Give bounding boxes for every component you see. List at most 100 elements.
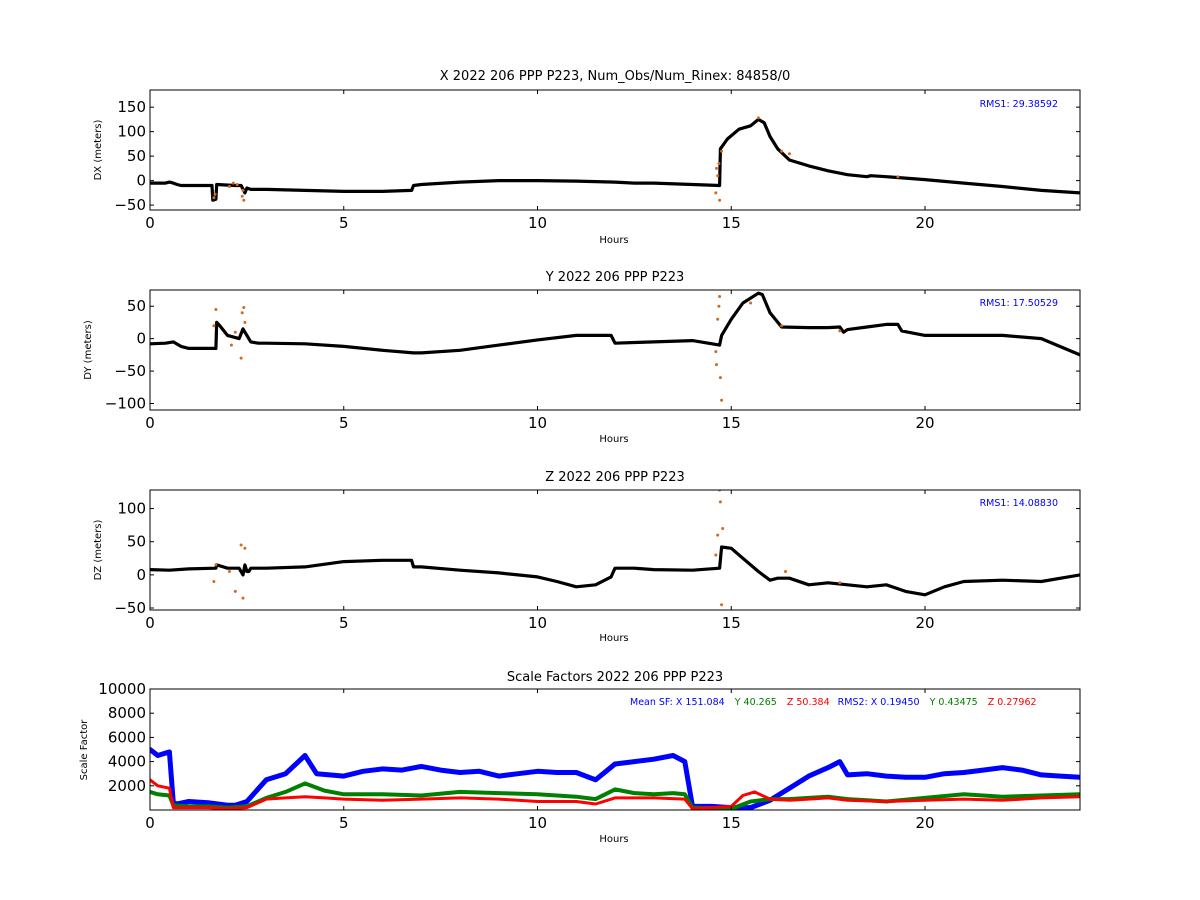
panel-dy-outlier-point <box>714 350 718 354</box>
sf-rms2-x: RMS2: X 0.19450 <box>838 697 920 708</box>
panel-dz-outlier-point <box>718 500 722 504</box>
panel-dx-ytick-label: 0 <box>136 172 146 190</box>
panel-dy-outlier-point <box>717 304 721 308</box>
sf-mean-y: Y 40.265 <box>734 697 777 708</box>
panel-dy-outlier-point <box>715 363 718 367</box>
panel-sf-frame <box>149 688 1081 811</box>
panel-dz-outlier-point <box>212 580 216 583</box>
panel-dy-outlier-point <box>242 306 246 309</box>
panel-dy-outlier-point <box>243 320 247 324</box>
panel-dx-outlier-point <box>242 198 246 202</box>
panel-sf-annotations: Mean SF: X 151.084 Y 40.265 Z 50.384 RMS… <box>630 697 1037 708</box>
panel-dy-outlier-point <box>718 295 722 298</box>
panel-sf-xtick-label: 20 <box>915 814 934 832</box>
sf-series-x <box>150 747 1080 810</box>
panel-sf-xtick-label: 15 <box>722 814 741 832</box>
panel-sf-ytick-label: 6000 <box>108 728 146 746</box>
panel-dx-rms: RMS1: 29.38592 <box>980 99 1058 110</box>
panel-dx-outlier-point <box>780 149 784 153</box>
panel-dy-xtick-label: 5 <box>339 414 349 432</box>
panel-dx-outlier-point <box>717 162 721 165</box>
panel-dx-ylabel: DX (meters) <box>93 119 104 180</box>
panel-dy-title: Y 2022 206 PPP P223 <box>545 270 685 285</box>
panel-dx-outlier-point <box>241 188 245 192</box>
panel-sf-xtick-label: 0 <box>145 814 155 832</box>
sf-rms2-z: Z 0.27962 <box>988 697 1037 708</box>
panel-dz-ytick-label: 100 <box>117 500 146 518</box>
panel-dy-outlier-point <box>233 330 237 334</box>
panel-sf-ylabel: Scale Factor <box>79 719 90 781</box>
panel-dx-xtick-label: 20 <box>915 214 934 232</box>
panel-sf-xtick-label: 5 <box>339 814 349 832</box>
panel-dx-outlier-point <box>718 198 722 202</box>
panel-dy-outlier-point <box>239 356 243 360</box>
panel-dz-xlabel: Hours <box>599 633 628 644</box>
panel-dz-ytick-label: −50 <box>114 599 146 617</box>
panel-dz-title: Z 2022 206 PPP P223 <box>545 470 685 485</box>
panel-dz-outlier-point <box>716 533 720 537</box>
panel-dy-outlier-point <box>749 301 753 305</box>
panel-scale-factors: Scale Factors 2022 206 PPP P223 0 5 10 15 20… <box>79 670 1081 845</box>
sf-mean-z: Z 50.384 <box>787 697 830 708</box>
panel-dx-xlabel: Hours <box>599 235 628 246</box>
panel-dy-outlier-point <box>780 324 784 328</box>
panel-dz-outlier-point <box>241 596 245 600</box>
panel-dy-outlier-point <box>214 308 218 311</box>
panel-sf-title: Scale Factors 2022 206 PPP P223 <box>507 670 723 685</box>
panel-dx-outlier-point <box>756 116 760 120</box>
panel-dy-xtick-label: 15 <box>722 414 741 432</box>
panel-dy-ylabel: DY (meters) <box>83 320 94 380</box>
panel-dy-ytick-label: −50 <box>114 362 146 380</box>
panel-dz-xtick-label: 15 <box>722 614 741 632</box>
panel-dy-outlier-point <box>718 376 722 380</box>
panel-dy: Y 2022 206 PPP P223 0 5 10 15 20 −100 −50 0 50 R… <box>83 270 1081 445</box>
panel-dz-outlier-point <box>721 527 725 530</box>
panel-dx-outlier-point <box>787 152 791 156</box>
panel-dx-outlier-point <box>235 183 239 186</box>
panel-dy-ytick-label: 50 <box>127 297 146 315</box>
panel-dy-xlabel: Hours <box>599 434 628 445</box>
panel-dz-outlier-point <box>233 589 237 593</box>
panel-dy-outlier-point <box>240 311 244 315</box>
panel-dx-xtick-label: 15 <box>722 214 741 232</box>
panel-dx-outlier-point <box>227 185 231 188</box>
panel-sf-ytick-label: 4000 <box>108 753 146 771</box>
panel-dz-series-line <box>150 545 1080 597</box>
panel-sf-xtick-label: 10 <box>528 814 547 832</box>
panel-dz-xtick-label: 10 <box>528 614 547 632</box>
panel-dz-outlier-point <box>214 563 218 567</box>
sf-series-z <box>150 778 1080 810</box>
panel-dy-rms: RMS1: 17.50529 <box>980 298 1058 309</box>
panel-dx-ytick-label: 100 <box>117 123 146 141</box>
panel-dy-frame <box>149 289 1081 411</box>
panel-dx-ytick-label: 150 <box>117 98 146 116</box>
panel-dz-xtick-label: 0 <box>145 614 155 632</box>
panel-dz-xtick-label: 5 <box>339 614 349 632</box>
sf-mean-x: Mean SF: X 151.084 <box>630 697 725 708</box>
panel-dz-ytick-label: 0 <box>136 566 146 584</box>
panel-dy-outlier-point <box>716 317 720 321</box>
panel-dy-outlier-point <box>229 343 233 347</box>
panel-dx: X 2022 206 PPP P223, Num_Obs/Num_Rinex: … <box>93 69 1081 246</box>
panel-dy-outlier-point <box>212 324 216 328</box>
panel-sf-ytick-label: 10000 <box>98 680 146 698</box>
panel-dx-frame <box>149 89 1081 211</box>
panel-dx-ytick-label: 50 <box>127 147 146 165</box>
panel-dz-ytick-label: 50 <box>127 533 146 551</box>
sf-rms2-y: Y 0.43475 <box>929 697 978 708</box>
panel-dy-xtick-label: 10 <box>528 414 547 432</box>
panel-sf-ytick-label: 2000 <box>108 777 146 795</box>
panel-dz-outlier-point <box>714 553 718 557</box>
panel-dy-ytick-label: −100 <box>105 395 146 413</box>
panel-dx-outlier-point <box>896 175 900 179</box>
panel-dy-outlier-point <box>720 398 724 402</box>
panel-dz-outlier-point <box>784 570 787 573</box>
panel-sf-ytick-label: 8000 <box>108 704 146 722</box>
panel-dz-outlier-point <box>838 581 842 585</box>
panel-dz-outlier-point <box>227 570 231 573</box>
panel-dx-outlier-point <box>231 181 235 185</box>
panel-dx-ytick-label: −50 <box>114 196 146 214</box>
panel-dy-xtick-label: 20 <box>915 414 934 432</box>
